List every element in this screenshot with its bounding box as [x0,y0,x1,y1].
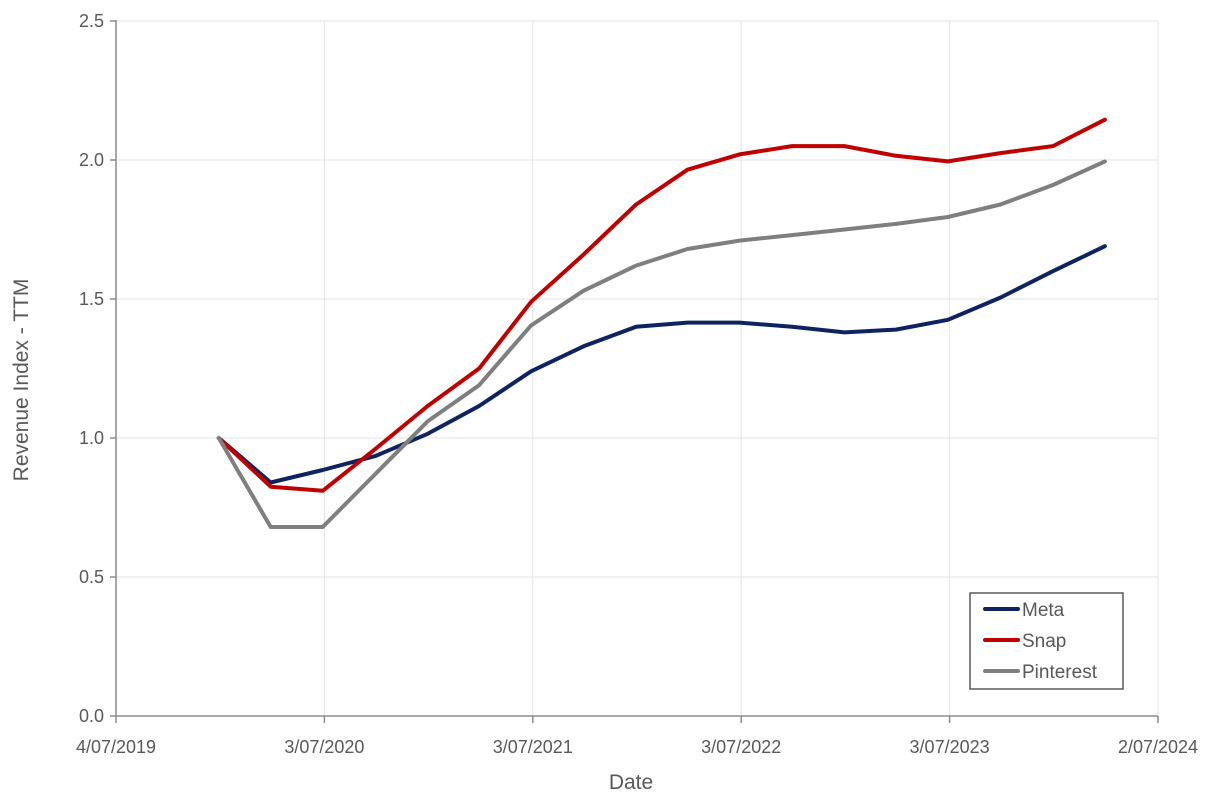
grid-lines [116,20,1159,716]
x-tick-label: 3/07/2022 [701,737,781,757]
x-tick-label: 3/07/2023 [910,737,990,757]
legend: Meta Snap Pinterest [969,592,1124,690]
y-tick-label: 1.0 [79,428,104,448]
axes [110,20,1159,723]
tick-labels: 0.0 0.5 1.0 1.5 2.0 2.5 4/07/2019 3/07/2020 3/07… [76,11,1198,757]
x-axis-title: Date [609,771,653,794]
y-tick-label: 1.5 [79,289,104,309]
y-tick-label: 2.0 [79,150,104,170]
y-tick-label: 0.5 [79,567,104,587]
y-tick-label: 2.5 [79,11,104,31]
legend-label-snap: Snap [1022,631,1066,652]
series-line-pinterest [216,159,1107,529]
x-tick-label: 4/07/2019 [76,737,156,757]
x-tick-label: 2/07/2024 [1118,737,1198,757]
legend-label-meta: Meta [1022,600,1065,621]
legend-label-pinterest: Pinterest [1022,662,1098,683]
series-line-meta [216,244,1107,485]
series-lines [216,117,1107,529]
y-axis-title: Revenue Index - TTM [10,279,33,482]
y-tick-label: 0.0 [79,706,104,726]
x-tick-label: 3/07/2020 [284,737,364,757]
series-line-snap [216,117,1107,493]
x-tick-label: 3/07/2021 [493,737,573,757]
